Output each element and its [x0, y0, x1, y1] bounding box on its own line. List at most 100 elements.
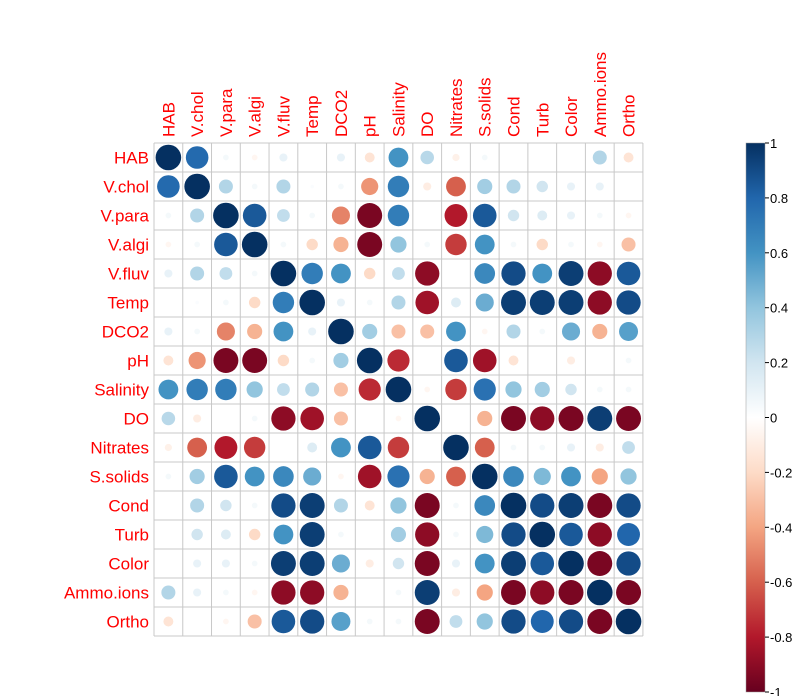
corr-circle-Cond-Color [558, 493, 584, 518]
corr-circle-V.chol-V.chol [184, 173, 210, 200]
corr-circle-V.algi-Ortho [621, 237, 636, 252]
corr-circle-Cond-pH [364, 500, 375, 511]
corr-circle-Nitrates-Ammo.ions [595, 443, 604, 452]
row-label: pH [127, 352, 149, 371]
grid [153, 142, 644, 637]
corr-circle-Cond-Temp [299, 493, 325, 518]
corr-circle-V.fluv-DCO2 [331, 263, 351, 284]
corr-circle-DCO2-Temp [308, 327, 317, 336]
corr-circle-Ammo.ions-V.para [223, 589, 229, 596]
corr-circle-DO-Turb [530, 406, 555, 431]
corr-circle-Ortho-HAB [163, 616, 174, 627]
legend-tick-label: 0.2 [770, 356, 788, 371]
corr-circle-Nitrates-S.solids [474, 437, 495, 458]
row-label: V.chol [103, 178, 149, 197]
corr-circle-Cond-DCO2 [333, 498, 348, 513]
corr-circle-Ammo.ions-Ortho [616, 580, 642, 605]
corr-circle-S.solids-HAB [165, 473, 172, 480]
legend-tick-label: -0.8 [770, 630, 792, 645]
corr-circle-Color-Turb [530, 551, 555, 576]
row-label: Cond [108, 497, 149, 516]
corr-circle-V.algi-DCO2 [333, 236, 349, 253]
corr-circle-V.para-V.algi [242, 203, 267, 228]
column-label: V.chol [188, 91, 207, 137]
column-label: Ortho [620, 94, 639, 137]
corr-circle-Temp-DCO2 [336, 298, 345, 307]
corr-circle-Color-S.solids [474, 553, 495, 574]
corr-circle-Temp-Nitrates [451, 297, 461, 308]
corr-circle-Color-Cond [501, 551, 526, 576]
corr-circle-Nitrates-pH [357, 435, 382, 460]
corr-circle-Color-Ortho [616, 551, 641, 576]
corr-circle-V.chol-V.fluv [276, 179, 291, 194]
corr-circle-HAB-V.para [223, 154, 229, 161]
corr-circle-V.algi-V.fluv [280, 241, 287, 248]
corr-circle-Ammo.ions-HAB [161, 585, 176, 600]
corr-circle-V.para-V.chol [190, 208, 205, 223]
corr-circle-Cond-Ammo.ions [587, 493, 613, 518]
corr-circle-Ortho-Temp [300, 609, 325, 634]
corr-circle-V.algi-Turb [536, 238, 548, 251]
corr-circle-HAB-DO [420, 150, 434, 165]
corr-circle-V.fluv-V.algi [251, 270, 258, 277]
corr-circle-Cond-Salinity [390, 497, 407, 514]
corr-circle-V.para-Ortho [625, 212, 632, 219]
corr-circle-Ammo.ions-V.chol [193, 588, 202, 597]
column-label: DCO2 [332, 90, 351, 137]
corr-circle-Ortho-V.algi [247, 614, 262, 629]
row-label: Nitrates [90, 439, 149, 458]
corr-circle-Ammo.ions-DCO2 [333, 584, 349, 601]
corr-circle-Color-Temp [299, 551, 325, 576]
corr-circle-DO-V.fluv [271, 406, 296, 431]
corr-circle-S.solids-Turb [533, 467, 551, 486]
corr-circle-Temp-Salinity [391, 295, 406, 310]
corr-circle-DCO2-Ortho [619, 322, 639, 341]
corr-circle-Cond-S.solids [474, 495, 496, 516]
corr-circle-pH-V.para [213, 348, 239, 373]
corr-circle-Ortho-Turb [530, 610, 554, 633]
corr-circle-Temp-V.algi [248, 296, 261, 309]
corr-circle-V.algi-DO [424, 241, 431, 248]
corr-circle-Turb-V.para [220, 529, 231, 540]
corr-circle-Cond-DO [414, 493, 440, 518]
corr-circle-Ortho-pH [366, 618, 373, 625]
corr-circle-Temp-V.chol [195, 300, 199, 305]
corr-circle-Turb-V.algi [248, 528, 261, 541]
corr-circle-V.algi-V.algi [241, 231, 268, 258]
corr-circle-V.chol-Temp [310, 184, 314, 189]
corr-circle-Turb-Turb [529, 521, 556, 548]
corr-circle-V.fluv-Ammo.ions [587, 261, 612, 286]
corr-circle-S.solids-S.solids [471, 463, 498, 490]
corr-circle-S.solids-Nitrates [446, 466, 466, 487]
corr-circle-Nitrates-Turb [539, 444, 546, 451]
corr-circle-Salinity-V.chol [186, 378, 208, 401]
corr-circle-Cond-Ortho [616, 493, 641, 518]
corr-circle-Ammo.ions-Cond [501, 580, 526, 605]
corr-circle-Turb-V.fluv [273, 524, 294, 545]
corr-circle-DCO2-pH [362, 323, 378, 340]
corr-circle-pH-Color [566, 356, 576, 365]
corr-circle-Salinity-S.solids [473, 378, 496, 401]
corr-circle-Salinity-V.algi [246, 381, 263, 398]
corr-circle-V.algi-pH [357, 232, 383, 257]
corr-circle-DO-HAB [161, 411, 176, 426]
corr-circle-Temp-Ammo.ions [587, 290, 612, 315]
corr-circle-V.fluv-DO [415, 261, 440, 286]
corr-circle-HAB-HAB [155, 144, 182, 171]
corr-circle-Turb-Ammo.ions [587, 522, 612, 547]
corr-circle-V.para-Temp [309, 212, 316, 219]
corr-circle-Ortho-S.solids [476, 613, 493, 630]
corr-circle-Salinity-Color [565, 383, 577, 396]
legend-tick-label: -0.2 [770, 465, 792, 480]
corr-circle-V.algi-S.solids [474, 234, 495, 255]
row-label: S.solids [89, 468, 149, 487]
corr-circle-V.chol-Cond [506, 179, 521, 194]
corr-circle-Color-V.algi [251, 560, 258, 567]
corr-circle-Color-Nitrates [451, 559, 461, 568]
corr-circle-V.chol-DCO2 [338, 183, 344, 190]
corr-circle-Ammo.ions-Color [558, 580, 584, 605]
corr-circle-DO-V.chol [193, 414, 202, 423]
corr-circle-Ortho-V.fluv [271, 609, 296, 634]
corr-circle-Turb-Salinity [390, 526, 407, 543]
